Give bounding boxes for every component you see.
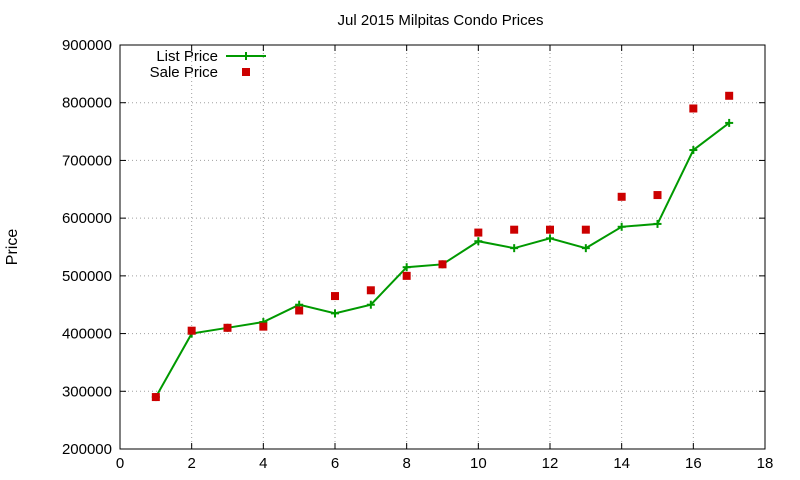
sale-price-point — [259, 322, 268, 331]
x-tick-label: 18 — [757, 455, 774, 472]
list-price-point — [331, 309, 339, 318]
list-price-point — [474, 237, 483, 246]
y-tick-label: 300000 — [62, 383, 112, 400]
list-price-point — [510, 244, 519, 253]
x-tick-label: 16 — [685, 455, 702, 472]
x-tick-label: 10 — [470, 455, 487, 472]
list-price-point — [689, 146, 698, 155]
y-tick-label: 200000 — [62, 441, 112, 458]
list-price-point — [402, 263, 411, 272]
data-series — [151, 91, 734, 402]
legend-label-sale-price: Sale Price — [150, 64, 218, 81]
sale-price-point — [187, 326, 196, 335]
x-tick-label: 8 — [402, 455, 410, 472]
axis-ticks: 0 2 4 6 8 10 12 14 16 18 200000 300000 400000 500000 6… — [62, 37, 773, 472]
list-price-point — [366, 300, 375, 309]
sale-price-point — [474, 228, 483, 237]
legend-marker-sale-price — [242, 68, 250, 76]
list-price-point — [653, 219, 662, 228]
legend-label-list-price: List Price — [156, 48, 218, 65]
sale-price-point — [546, 225, 554, 234]
list-price-point — [617, 222, 626, 231]
sale-price-point — [366, 286, 375, 295]
sale-price-point — [689, 104, 698, 113]
y-tick-label: 900000 — [62, 37, 112, 54]
sale-price-point — [617, 192, 626, 201]
y-tick-label: 500000 — [62, 268, 112, 285]
chart-title: Jul 2015 Milpitas Condo Prices — [338, 12, 544, 29]
legend-marker-list-price — [242, 52, 250, 60]
sale-price-point — [438, 260, 447, 269]
x-tick-label: 14 — [613, 455, 630, 472]
y-axis-label: Price — [4, 229, 21, 266]
list-price-point — [546, 234, 554, 243]
sale-price-point — [581, 225, 590, 234]
sale-price-point — [725, 91, 734, 100]
list-price-point — [581, 244, 590, 253]
y-tick-label: 800000 — [62, 95, 112, 112]
sale-price-point — [653, 191, 662, 200]
y-tick-label: 400000 — [62, 326, 112, 343]
sale-price-point — [295, 306, 304, 315]
grid-lines — [120, 45, 765, 449]
x-tick-label: 0 — [116, 455, 124, 472]
list-price-point — [725, 118, 734, 127]
y-tick-label: 600000 — [62, 210, 112, 227]
sale-price-point — [151, 393, 160, 402]
sale-price-point — [331, 292, 339, 301]
sale-price-point — [510, 225, 519, 234]
x-tick-label: 2 — [187, 455, 195, 472]
list-price-line — [154, 122, 730, 398]
sale-price-point — [223, 323, 232, 332]
x-tick-label: 4 — [259, 455, 267, 472]
x-tick-label: 12 — [542, 455, 559, 472]
plot-border — [119, 44, 766, 450]
x-tick-label: 6 — [331, 455, 339, 472]
y-tick-label: 700000 — [62, 152, 112, 169]
sale-price-point — [402, 271, 411, 280]
